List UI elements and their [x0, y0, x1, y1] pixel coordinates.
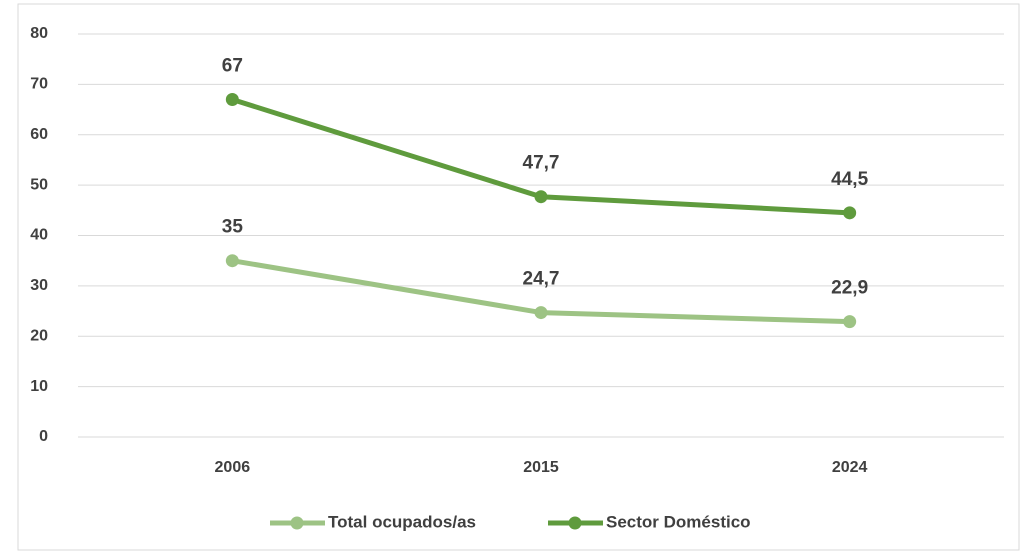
y-tick-label: 20	[30, 327, 48, 344]
point	[225, 254, 239, 268]
chart-border	[17, 3, 1020, 551]
value-label: 35	[222, 217, 244, 238]
point	[534, 306, 548, 320]
y-tick-label: 80	[30, 25, 48, 42]
y-tick-label: 10	[30, 378, 48, 395]
point	[843, 206, 857, 220]
point	[843, 315, 857, 329]
value-label: 22,9	[831, 278, 868, 299]
y-tick-label: 30	[30, 277, 48, 294]
value-label: 47,7	[523, 153, 560, 174]
y-tick-label: 0	[39, 428, 48, 445]
legend-marker	[568, 516, 582, 530]
y-tick-label: 70	[30, 76, 48, 93]
legend-marker	[290, 516, 304, 530]
point	[225, 92, 239, 106]
value-label: 67	[222, 56, 243, 77]
x-tick-label: 2015	[523, 459, 559, 476]
x-tick-label: 2024	[832, 459, 868, 476]
x-tick-label: 2006	[215, 459, 251, 476]
y-tick-label: 60	[30, 126, 48, 143]
y-tick-label: 50	[30, 176, 48, 193]
point	[534, 190, 548, 204]
legend-label: Total ocupados/as	[328, 512, 476, 531]
y-tick-label: 40	[30, 227, 48, 244]
value-label: 44,5	[831, 169, 868, 190]
legend-label: Sector Doméstico	[606, 512, 751, 531]
value-label: 24,7	[523, 269, 560, 290]
